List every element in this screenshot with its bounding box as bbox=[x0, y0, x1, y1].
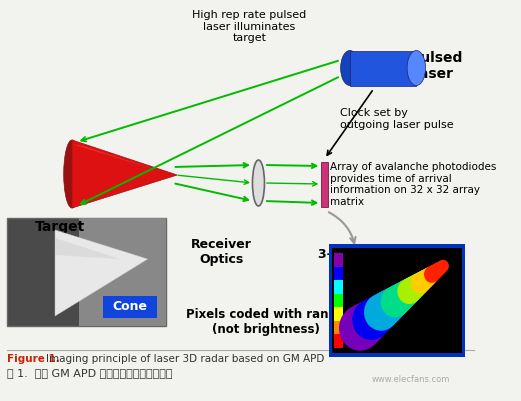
Ellipse shape bbox=[64, 140, 80, 208]
Circle shape bbox=[353, 300, 390, 339]
Text: 3-D Image: 3-D Image bbox=[318, 248, 390, 261]
Circle shape bbox=[415, 271, 432, 290]
Circle shape bbox=[380, 288, 408, 318]
Circle shape bbox=[408, 274, 427, 296]
Bar bbox=[329, 244, 465, 248]
Circle shape bbox=[413, 272, 431, 292]
Circle shape bbox=[366, 294, 399, 329]
Circle shape bbox=[406, 275, 426, 297]
Circle shape bbox=[410, 273, 429, 294]
Bar bbox=[334, 280, 343, 294]
Circle shape bbox=[388, 284, 414, 312]
Text: Receiver
Optics: Receiver Optics bbox=[191, 238, 252, 266]
Bar bbox=[350, 51, 416, 85]
Bar bbox=[334, 253, 343, 267]
Circle shape bbox=[341, 305, 381, 348]
Circle shape bbox=[343, 304, 382, 347]
Bar bbox=[334, 334, 343, 348]
Text: Target: Target bbox=[35, 220, 85, 234]
Circle shape bbox=[393, 282, 417, 308]
Circle shape bbox=[405, 276, 425, 298]
Circle shape bbox=[345, 304, 384, 346]
Circle shape bbox=[403, 277, 424, 300]
Circle shape bbox=[363, 295, 396, 331]
Text: Pixels coded with range
(not brightness): Pixels coded with range (not brightness) bbox=[187, 308, 345, 336]
Circle shape bbox=[365, 294, 398, 330]
Circle shape bbox=[396, 280, 419, 305]
Circle shape bbox=[375, 290, 404, 322]
Circle shape bbox=[378, 288, 407, 320]
Circle shape bbox=[431, 263, 443, 277]
Bar bbox=[7, 218, 166, 326]
Circle shape bbox=[384, 285, 412, 314]
Circle shape bbox=[381, 287, 409, 317]
Circle shape bbox=[350, 302, 387, 342]
Circle shape bbox=[423, 267, 438, 284]
Circle shape bbox=[348, 302, 386, 343]
Polygon shape bbox=[72, 144, 164, 172]
Circle shape bbox=[401, 277, 423, 301]
Text: Pulsed
Laser: Pulsed Laser bbox=[411, 51, 463, 81]
Circle shape bbox=[426, 266, 440, 281]
Circle shape bbox=[370, 292, 401, 326]
Text: Clock set by
outgoing laser pulse: Clock set by outgoing laser pulse bbox=[340, 108, 453, 130]
Circle shape bbox=[418, 270, 435, 288]
Bar bbox=[103, 296, 157, 318]
Polygon shape bbox=[55, 238, 120, 259]
Circle shape bbox=[420, 269, 436, 286]
Circle shape bbox=[400, 278, 421, 302]
Circle shape bbox=[346, 303, 385, 345]
Circle shape bbox=[435, 262, 446, 274]
Text: High rep rate pulsed
laser illuminates
target: High rep rate pulsed laser illuminates t… bbox=[192, 10, 306, 43]
Bar bbox=[332, 248, 462, 353]
Bar bbox=[334, 307, 343, 321]
Text: www.elecfans.com: www.elecfans.com bbox=[371, 375, 450, 384]
Circle shape bbox=[373, 291, 403, 323]
Circle shape bbox=[438, 261, 448, 271]
Text: Cone: Cone bbox=[113, 300, 147, 314]
Bar bbox=[329, 244, 465, 357]
Bar bbox=[79, 218, 166, 326]
Circle shape bbox=[371, 292, 402, 325]
Bar bbox=[329, 353, 465, 357]
Circle shape bbox=[430, 264, 442, 278]
Circle shape bbox=[376, 289, 406, 321]
Circle shape bbox=[355, 299, 391, 338]
Bar bbox=[462, 244, 465, 357]
Circle shape bbox=[358, 298, 393, 335]
Circle shape bbox=[356, 298, 392, 337]
Ellipse shape bbox=[253, 160, 265, 206]
Circle shape bbox=[387, 284, 413, 313]
Circle shape bbox=[437, 261, 447, 273]
Circle shape bbox=[383, 286, 410, 316]
Bar bbox=[334, 294, 343, 307]
Bar bbox=[334, 321, 343, 334]
Text: Figure 1.: Figure 1. bbox=[7, 354, 64, 364]
Circle shape bbox=[425, 267, 439, 282]
Circle shape bbox=[395, 281, 418, 306]
Text: Imaging principle of laser 3D radar based on GM APD: Imaging principle of laser 3D radar base… bbox=[46, 354, 325, 364]
Ellipse shape bbox=[407, 51, 426, 85]
Text: Array of avalanche photodiodes
provides time of arrival
information on 32 x 32 a: Array of avalanche photodiodes provides … bbox=[330, 162, 497, 207]
Circle shape bbox=[412, 273, 430, 293]
Circle shape bbox=[433, 263, 445, 275]
Bar bbox=[334, 267, 343, 280]
Circle shape bbox=[362, 296, 395, 333]
Text: 图 1.  基于 GM APD 的激光三维雷达成像原理: 图 1. 基于 GM APD 的激光三维雷达成像原理 bbox=[7, 368, 173, 378]
Circle shape bbox=[340, 306, 380, 350]
Circle shape bbox=[359, 297, 394, 334]
Polygon shape bbox=[55, 230, 147, 316]
Ellipse shape bbox=[341, 51, 359, 85]
Circle shape bbox=[428, 265, 441, 279]
Polygon shape bbox=[72, 140, 177, 208]
Circle shape bbox=[390, 283, 415, 310]
Bar bbox=[321, 162, 328, 207]
Circle shape bbox=[391, 282, 416, 309]
Circle shape bbox=[351, 301, 388, 341]
Circle shape bbox=[421, 268, 437, 285]
Bar bbox=[329, 244, 332, 357]
Circle shape bbox=[398, 279, 420, 304]
Circle shape bbox=[368, 293, 400, 327]
Circle shape bbox=[416, 271, 433, 289]
